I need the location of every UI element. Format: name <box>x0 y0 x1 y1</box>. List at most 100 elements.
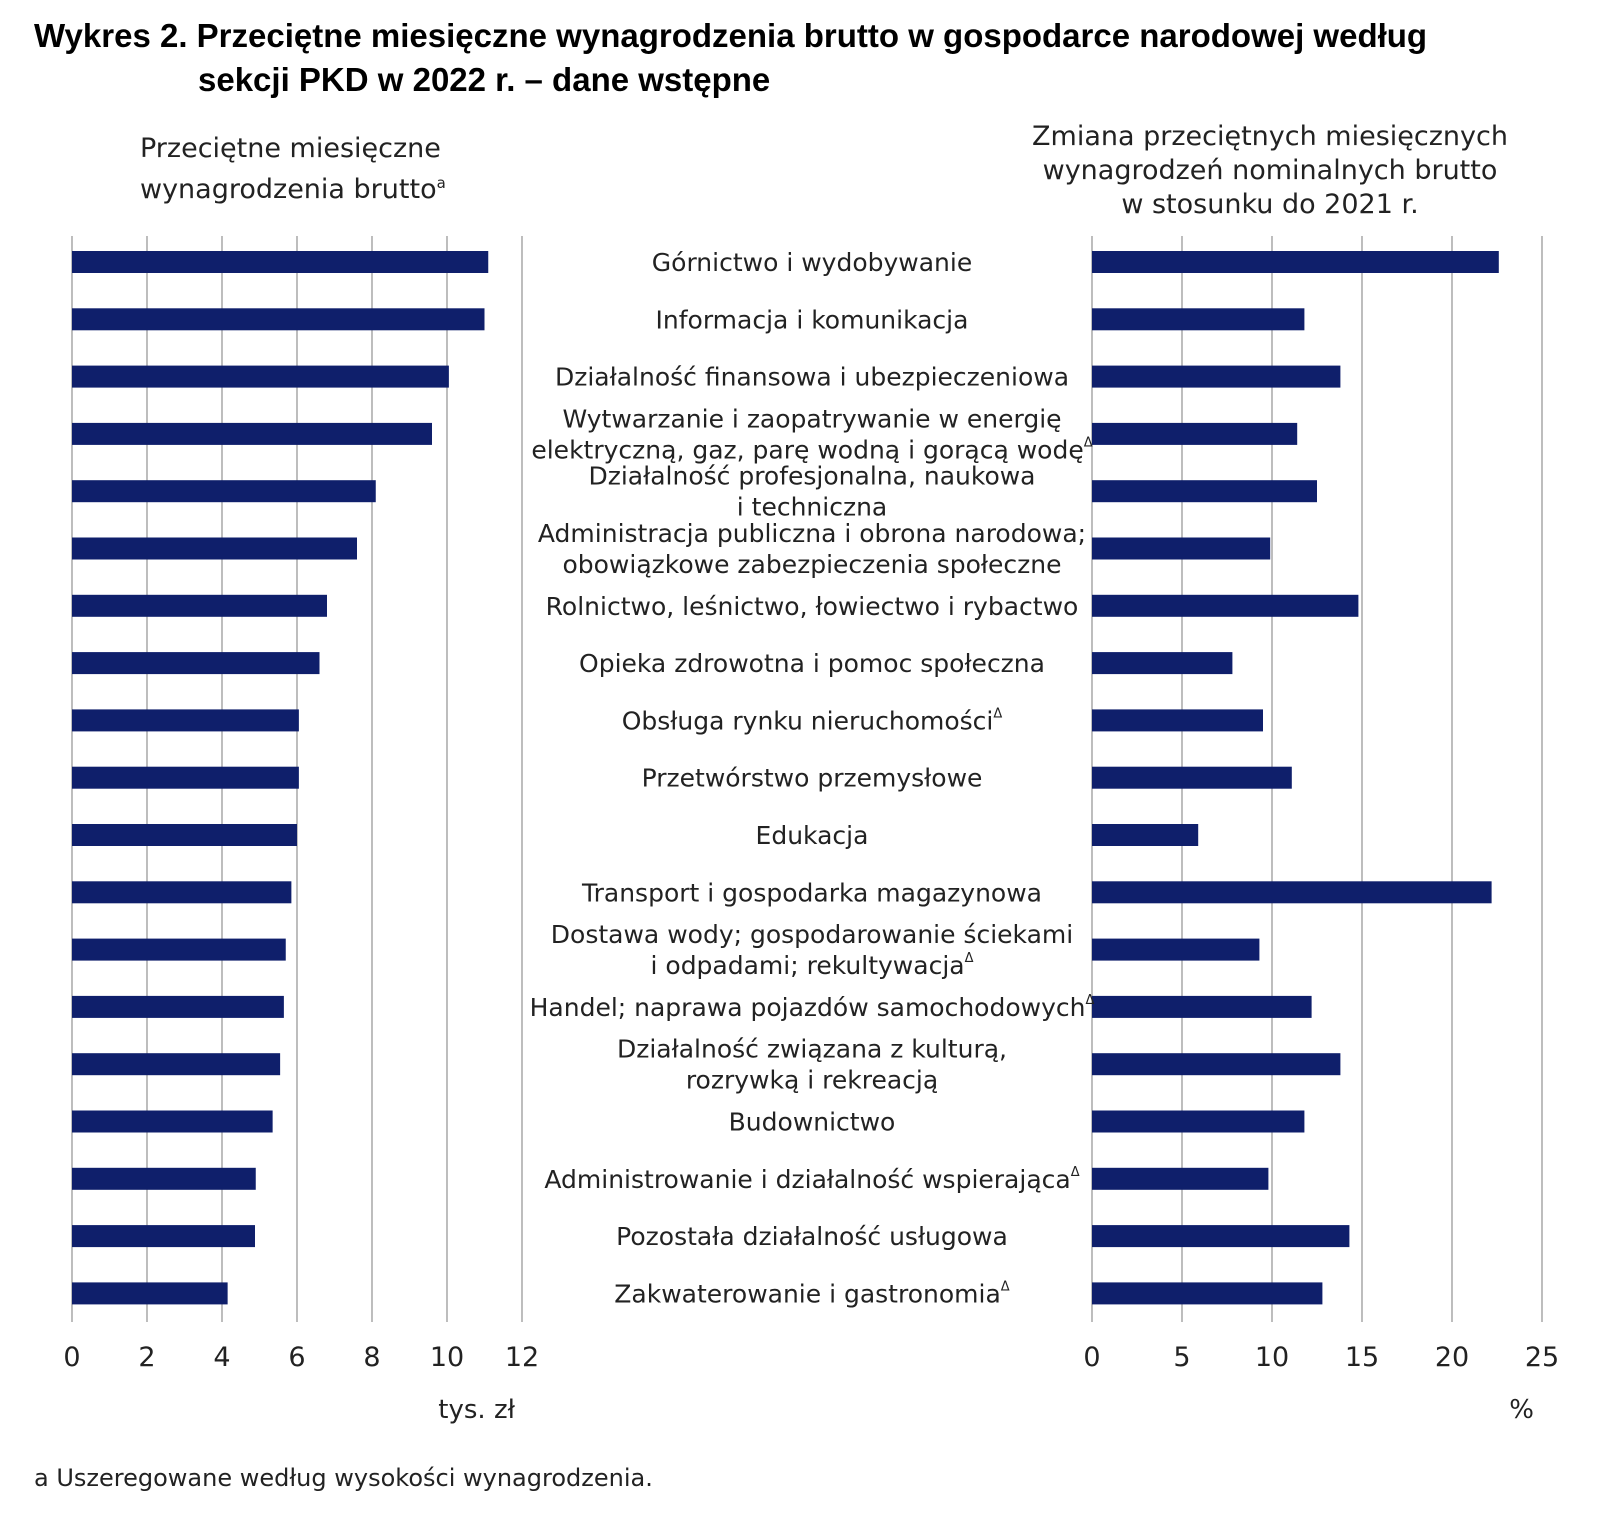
category-label: Przetwórstwo przemysłowe <box>642 764 983 793</box>
right-bar <box>1092 881 1492 904</box>
left-bar <box>72 1167 256 1190</box>
left-bar <box>72 652 320 675</box>
right-panel-title: Zmiana przeciętnych miesięcznych wynagro… <box>1030 120 1510 222</box>
right-bar <box>1092 766 1292 789</box>
category-label: Zakwaterowanie i gastronomiaΔ <box>614 1279 1009 1308</box>
left-tick-label: 6 <box>288 1342 305 1373</box>
chart-canvas: Górnictwo i wydobywanie Informacja i komu… <box>63 236 1559 1425</box>
left-tick-label: 12 <box>505 1342 539 1373</box>
left-tick-label: 8 <box>363 1342 380 1373</box>
right-bar <box>1092 480 1317 503</box>
right-tick-label: 25 <box>1525 1342 1559 1373</box>
right-bar <box>1092 422 1298 445</box>
left-panel-title: Przeciętne miesięczne wynagrodzenia brut… <box>140 132 470 207</box>
right-bar <box>1092 1110 1305 1133</box>
category-label: rozrywką i rekreacją <box>686 1066 938 1095</box>
left-bar <box>72 995 284 1018</box>
category-label: Administracja publiczna i obrona narodow… <box>538 519 1086 548</box>
delta-mark: Δ <box>1071 1165 1080 1180</box>
right-bar <box>1092 594 1359 617</box>
right-tick-label: 20 <box>1435 1342 1469 1373</box>
right-bar <box>1092 251 1499 273</box>
left-bar <box>72 251 489 273</box>
right-bar <box>1092 938 1260 961</box>
category-label: Budownictwo <box>729 1108 896 1137</box>
right-unit-label: % <box>1509 1395 1534 1425</box>
left-bar <box>72 824 297 846</box>
category-labels: Górnictwo i wydobywanie Informacja i komu… <box>530 248 1095 1308</box>
title-line-1: Wykres 2. Przeciętne miesięczne wynagrod… <box>34 17 1428 54</box>
delta-mark: Δ <box>993 706 1002 721</box>
right-bar <box>1092 1225 1350 1248</box>
category-label: Dostawa wody; gospodarowanie ściekami <box>551 920 1073 949</box>
chart-title: Wykres 2. Przeciętne miesięczne wynagrod… <box>34 14 1594 102</box>
left-bar <box>72 365 449 388</box>
left-bar <box>72 422 432 445</box>
left-bar <box>72 308 485 331</box>
left-bars <box>72 251 489 1305</box>
left-bar <box>72 1282 228 1305</box>
right-bar <box>1092 995 1312 1018</box>
category-label: Działalność związana z kulturą, <box>617 1035 1007 1064</box>
delta-mark: Δ <box>1084 435 1093 450</box>
category-label: Pozostała działalność usługowa <box>616 1222 1008 1251</box>
left-bar <box>72 594 327 617</box>
left-title-line-2: wynagrodzenia brutto <box>140 174 437 205</box>
category-label: i techniczna <box>737 493 888 522</box>
category-label: Rolnictwo, leśnictwo, łowiectwo i rybact… <box>546 592 1079 621</box>
left-tick-label: 0 <box>63 1342 80 1373</box>
left-title-superscript: a <box>436 174 446 192</box>
category-label: Handel; naprawa pojazdów samochodowychΔ <box>530 993 1095 1022</box>
left-bar <box>72 1110 273 1133</box>
left-bar <box>72 1053 281 1076</box>
left-unit-label: tys. zł <box>438 1395 515 1425</box>
left-tick-label: 2 <box>138 1342 155 1373</box>
left-bar <box>72 881 292 904</box>
right-bar <box>1092 709 1263 732</box>
left-bar <box>72 480 376 503</box>
right-bar <box>1092 1167 1269 1190</box>
category-label: obowiązkowe zabezpieczenia społeczne <box>562 550 1061 579</box>
category-label: Wytwarzanie i zaopatrywanie w energię <box>562 404 1061 433</box>
right-title-line-3: w stosunku do 2021 r. <box>1121 189 1419 220</box>
title-line-2: sekcji PKD w 2022 r. – dane wstępne <box>198 61 771 98</box>
right-tick-label: 0 <box>1083 1342 1100 1373</box>
delta-mark: Δ <box>1001 1279 1010 1294</box>
footnote: a Uszeregowane według wysokości wynagrod… <box>34 1464 653 1492</box>
right-tick-label: 10 <box>1255 1342 1289 1373</box>
delta-mark: Δ <box>965 951 974 966</box>
right-title-line-2: wynagrodzeń nominalnych brutto <box>1042 155 1498 186</box>
right-title-line-1: Zmiana przeciętnych miesięcznych <box>1032 121 1508 152</box>
category-label: Działalność profesjonalna, naukowa <box>588 462 1035 491</box>
right-bar <box>1092 1053 1341 1076</box>
category-label: Górnictwo i wydobywanie <box>652 248 972 277</box>
right-bar <box>1092 537 1271 560</box>
right-bars <box>1092 251 1499 1305</box>
left-tick-label: 4 <box>213 1342 230 1373</box>
right-bar <box>1092 652 1233 675</box>
left-bar <box>72 766 299 789</box>
left-bar <box>72 709 299 732</box>
left-title-line-1: Przeciętne miesięczne <box>140 133 441 164</box>
right-bar <box>1092 824 1199 846</box>
left-bar <box>72 537 357 560</box>
category-label: Obsługa rynku nieruchomościΔ <box>622 706 1003 735</box>
left-bar <box>72 1225 255 1248</box>
category-label: Edukacja <box>756 821 869 850</box>
delta-mark: Δ <box>1085 993 1094 1008</box>
right-tick-labels: 0 5 10 15 20 25 <box>1083 1342 1559 1373</box>
category-label: Administrowanie i działalność wspierając… <box>544 1165 1079 1194</box>
right-tick-label: 5 <box>1173 1342 1190 1373</box>
category-label: i odpadami; rekultywacjaΔ <box>651 951 974 980</box>
right-tick-label: 15 <box>1345 1342 1379 1373</box>
right-bar <box>1092 1282 1323 1305</box>
left-tick-labels: 0 2 4 6 8 10 12 <box>63 1342 539 1373</box>
right-bar <box>1092 308 1305 331</box>
category-label: Informacja i komunikacja <box>656 305 969 334</box>
category-label: Transport i gospodarka magazynowa <box>581 878 1042 907</box>
category-label: Działalność finansowa i ubezpieczeniowa <box>555 363 1069 392</box>
left-bar <box>72 938 286 961</box>
category-label: Opieka zdrowotna i pomoc społeczna <box>579 649 1045 678</box>
category-label: elektryczną, gaz, parę wodną i gorącą wo… <box>531 435 1092 464</box>
right-bar <box>1092 365 1341 388</box>
